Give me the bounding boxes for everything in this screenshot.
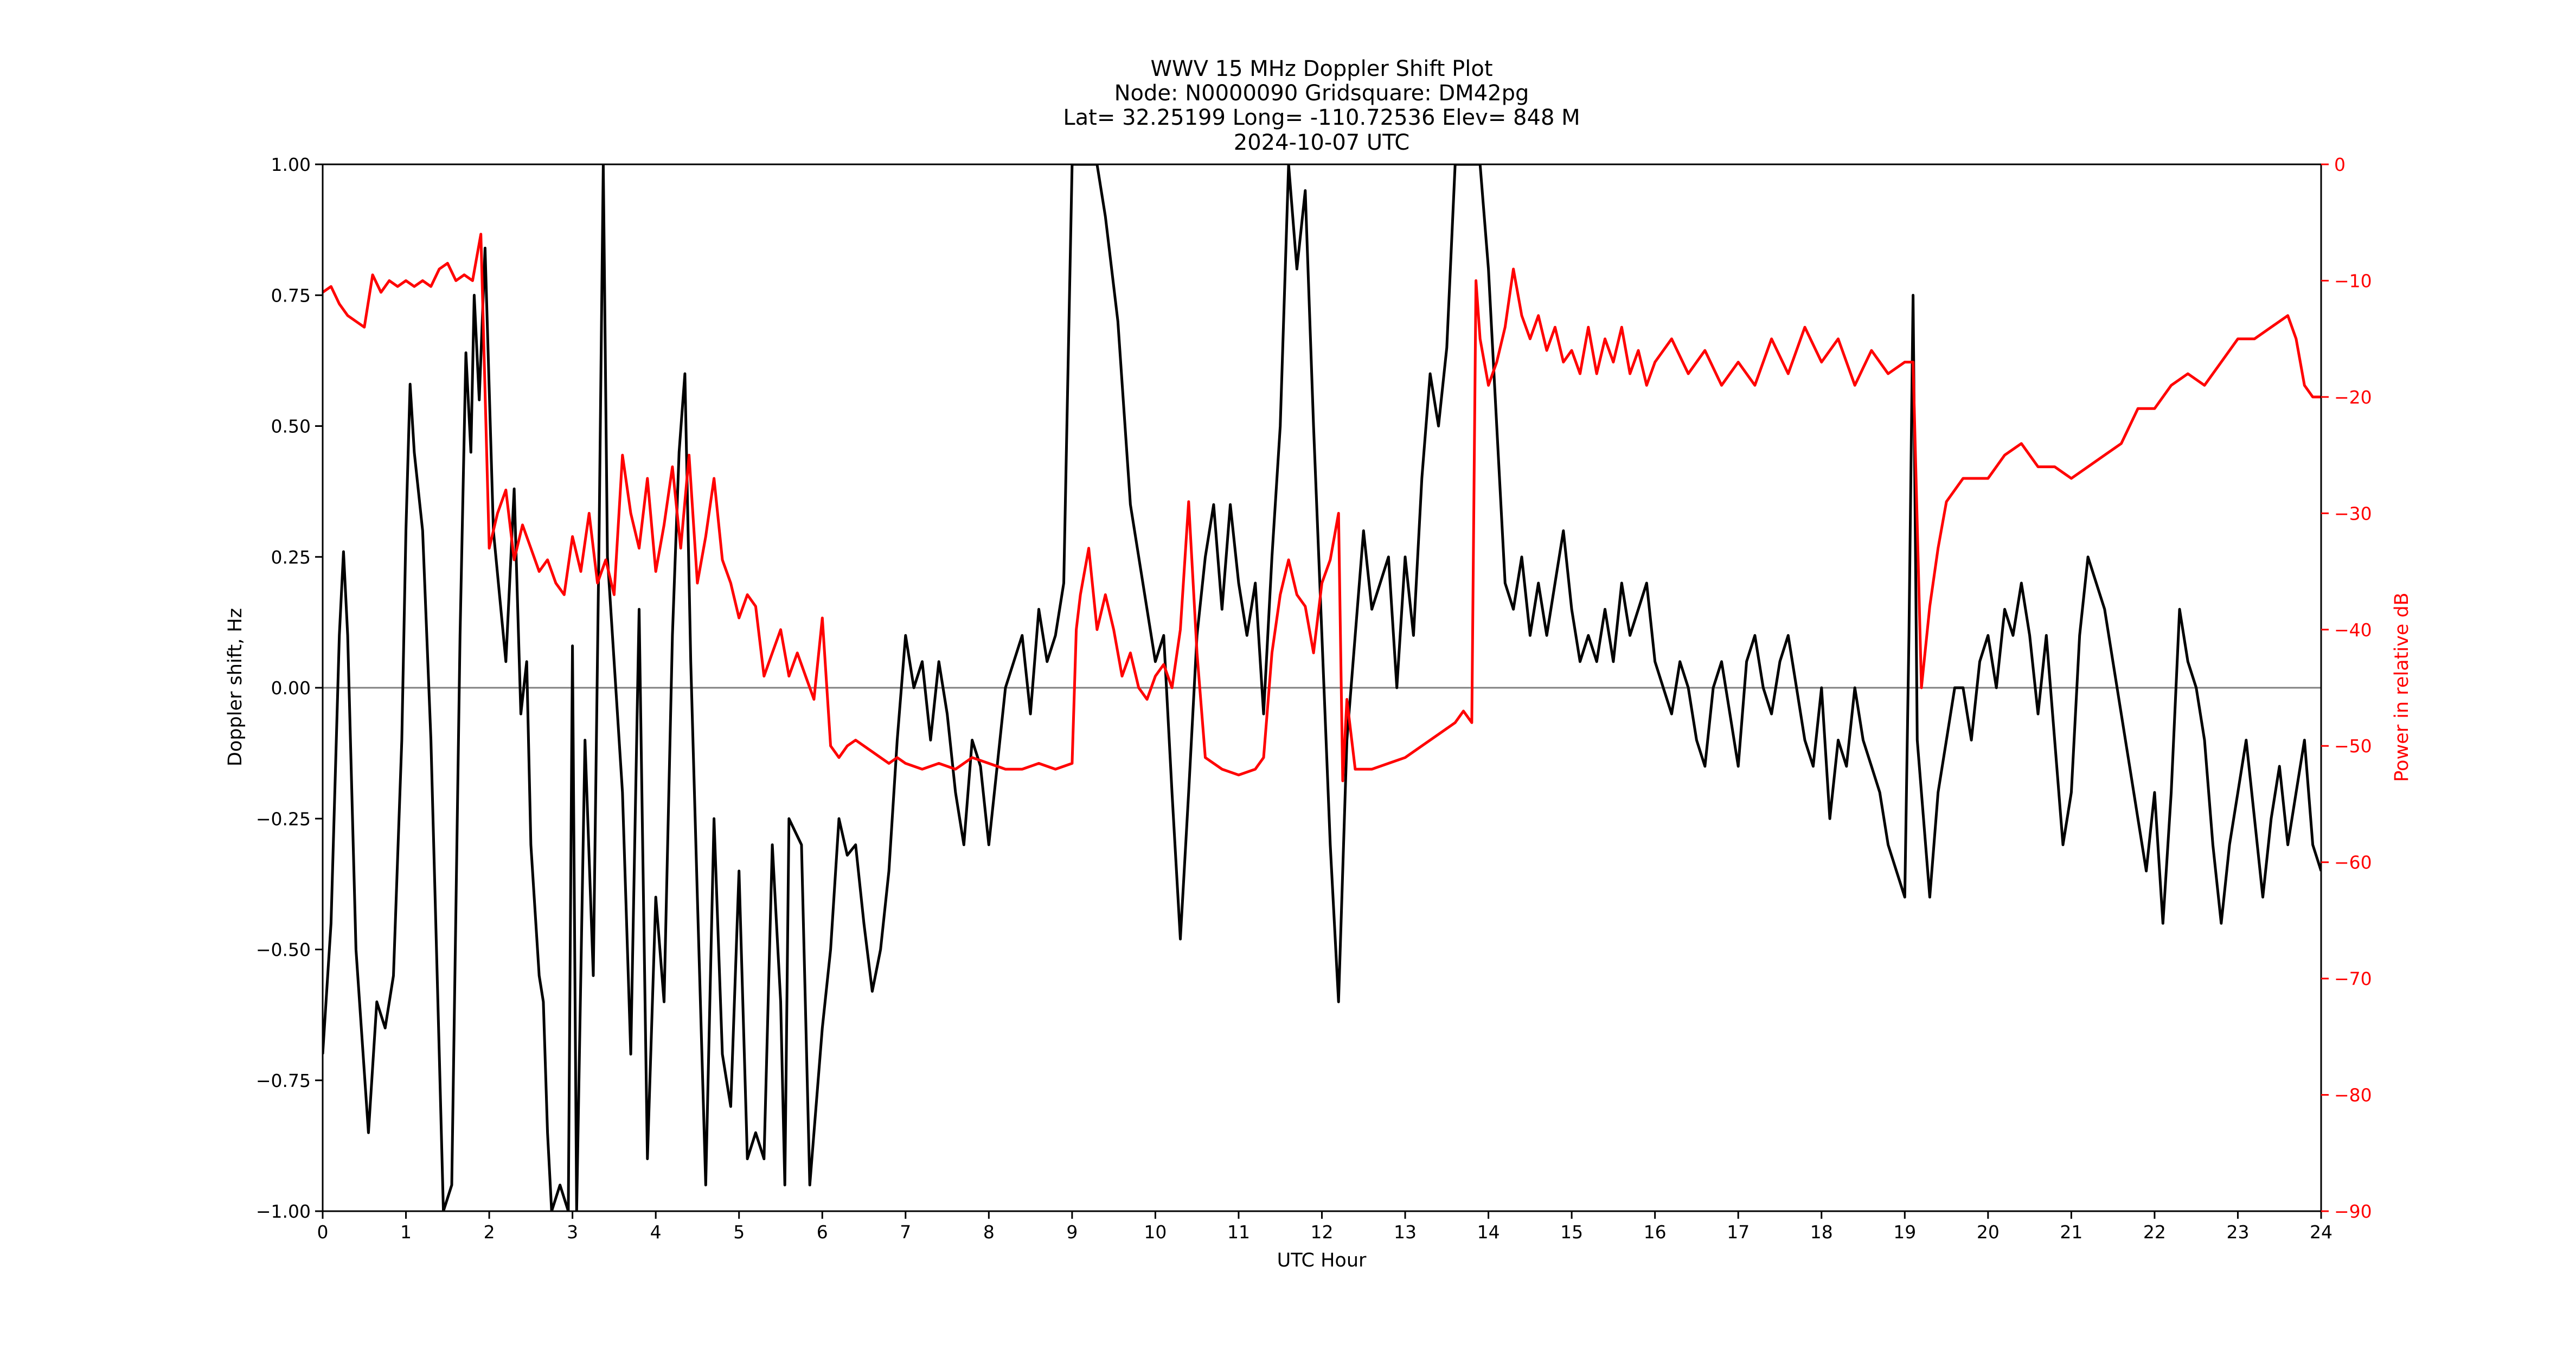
x-tick-label: 20	[1977, 1221, 2000, 1243]
x-tick-label: 11	[1227, 1221, 1250, 1243]
x-tick-label: 6	[817, 1221, 828, 1243]
x-tick-label: 17	[1727, 1221, 1750, 1243]
chart-title-line-4: 2024-10-07 UTC	[1234, 130, 1409, 155]
x-tick-label: 3	[567, 1221, 578, 1243]
x-tick-label: 8	[983, 1221, 995, 1243]
chart-title: WWV 15 MHz Doppler Shift Plot Node: N000…	[1063, 56, 1580, 155]
y2-tick-label: −90	[2334, 1201, 2372, 1222]
x-tick-label: 19	[1893, 1221, 1916, 1243]
y-axis-label: Doppler shift, Hz	[225, 608, 246, 766]
y-tick-label: 0.50	[271, 416, 311, 437]
x-tick-label: 14	[1477, 1221, 1500, 1243]
y-tick-label: −0.50	[256, 939, 311, 961]
y-tick-label: 0.75	[271, 285, 311, 306]
x-tick-label: 15	[1560, 1221, 1583, 1243]
x-tick-label: 21	[2060, 1221, 2082, 1243]
y2-tick-label: −40	[2334, 619, 2372, 641]
y2-tick-label: −50	[2334, 735, 2372, 757]
x-tick-label: 9	[1066, 1221, 1078, 1243]
x-tick-label: 16	[1644, 1221, 1667, 1243]
chart-title-line-3: Lat= 32.25199 Long= -110.72536 Elev= 848…	[1063, 105, 1580, 130]
power-series-line	[323, 233, 2321, 783]
x-axis-label: UTC Hour	[1277, 1250, 1367, 1271]
y-tick-label: −1.00	[256, 1201, 311, 1222]
x-tick-label: 5	[733, 1221, 745, 1243]
y2-axis-label: Power in relative dB	[2391, 592, 2413, 782]
y2-tick-label: −80	[2334, 1085, 2372, 1106]
x-tick-label: 13	[1394, 1221, 1417, 1243]
x-tick-label: 22	[2143, 1221, 2166, 1243]
x-tick-label: 0	[317, 1221, 329, 1243]
x-tick-label: 23	[2226, 1221, 2249, 1243]
y2-tick-label: −10	[2334, 270, 2372, 291]
y-tick-label: 0.00	[271, 677, 311, 699]
y2-tick-label: 0	[2334, 154, 2346, 175]
x-tick-label: 4	[650, 1221, 662, 1243]
x-tick-label: 2	[484, 1221, 495, 1243]
x-tick-label: 12	[1311, 1221, 1334, 1243]
x-tick-label: 18	[1810, 1221, 1833, 1243]
x-tick-label: 7	[900, 1221, 911, 1243]
x-tick-label: 10	[1144, 1221, 1167, 1243]
doppler-series-line	[323, 164, 2321, 1211]
y2-tick-label: −60	[2334, 852, 2372, 873]
y-tick-label: 1.00	[271, 154, 311, 175]
x-tick-label: 24	[2310, 1221, 2333, 1243]
y-tick-label: −0.75	[256, 1070, 311, 1091]
y2-tick-label: −20	[2334, 387, 2372, 408]
chart-title-line-2: Node: N0000090 Gridsquare: DM42pg	[1114, 81, 1529, 106]
chart-title-line-1: WWV 15 MHz Doppler Shift Plot	[1150, 56, 1492, 81]
y2-tick-label: −30	[2334, 503, 2372, 524]
y-tick-label: −0.25	[256, 808, 311, 829]
y2-tick-label: −70	[2334, 968, 2372, 989]
x-tick-label: 1	[400, 1221, 412, 1243]
y-tick-label: 0.25	[271, 547, 311, 568]
